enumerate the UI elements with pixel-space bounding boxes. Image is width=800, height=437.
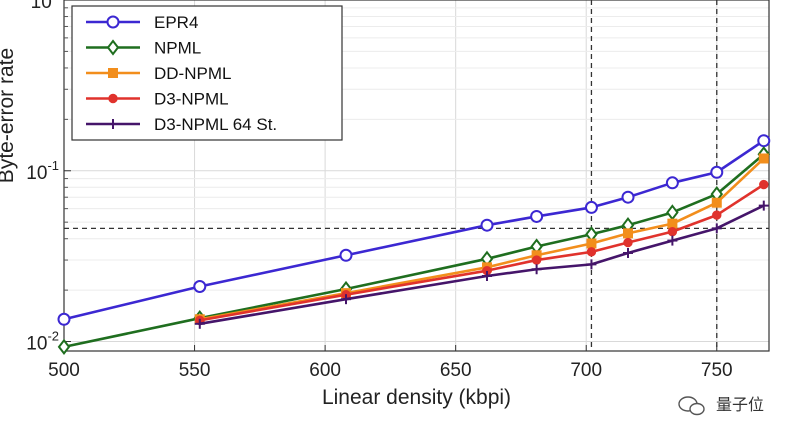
y-tick-label: 10-2 — [26, 329, 59, 355]
data-point — [623, 228, 633, 239]
data-point — [667, 226, 678, 237]
data-point — [341, 294, 351, 305]
data-point — [108, 68, 118, 78]
watermark: 量子位 — [678, 395, 764, 416]
y-tick-exponent: -1 — [47, 158, 59, 173]
data-point — [621, 190, 635, 204]
data-point — [712, 210, 722, 220]
data-point — [339, 248, 353, 262]
data-point — [710, 165, 724, 179]
data-point — [758, 153, 769, 164]
series-epr4 — [57, 134, 771, 326]
legend-entry: D3-NPML 64 St. — [86, 115, 277, 134]
y-axis-label: Byte-error rate — [0, 48, 18, 183]
series-d3-npml-64-st — [194, 200, 769, 329]
series — [57, 134, 771, 356]
y-tick-label: 10-1 — [26, 158, 59, 184]
data-point — [586, 259, 597, 270]
data-point — [194, 318, 205, 329]
watermark-text: 量子位 — [716, 395, 764, 414]
data-point — [108, 119, 118, 129]
data-point — [623, 237, 633, 248]
data-point — [480, 218, 494, 232]
data-point — [57, 338, 71, 356]
data-point — [711, 197, 722, 208]
y-tick-exponent: 0 — [52, 0, 59, 2]
data-point — [108, 93, 118, 104]
data-point — [667, 218, 678, 229]
legend: EPR4 NPML DD-NPML D3-NPML D3-NPML 64 St. — [71, 5, 343, 141]
x-tick-label: 600 — [309, 360, 341, 381]
data-point — [623, 247, 633, 258]
data-point — [665, 176, 679, 190]
legend-label: D3-NPML — [154, 90, 229, 109]
data-point — [530, 209, 544, 223]
legend-label: NPML — [154, 39, 201, 58]
legend-label: D3-NPML 64 St. — [154, 115, 277, 134]
data-point — [482, 270, 492, 281]
x-tick-label: 500 — [48, 360, 80, 381]
data-point — [666, 204, 679, 221]
data-point — [759, 179, 769, 190]
y-tick-base: 10 — [26, 334, 47, 355]
series-line — [63, 153, 765, 349]
x-tick-label: 750 — [701, 360, 733, 381]
legend-label: EPR4 — [154, 13, 198, 32]
y-tick-label: 100 — [31, 0, 59, 13]
x-tick-label: 700 — [570, 360, 602, 381]
plot-frame — [63, 0, 770, 352]
y-tick-base: 10 — [31, 0, 52, 13]
data-point — [57, 312, 71, 326]
data-point — [586, 247, 597, 257]
y-tick-exponent: -2 — [47, 329, 59, 344]
series-line — [63, 139, 765, 321]
legend-entry: NPML — [86, 39, 201, 58]
legend-entry: D3-NPML — [86, 90, 229, 109]
data-point — [757, 134, 771, 148]
data-point — [531, 264, 542, 275]
legend-entry: DD-NPML — [86, 64, 231, 83]
data-point — [586, 238, 597, 249]
data-point — [106, 15, 120, 29]
x-tick-label: 650 — [440, 360, 472, 381]
series-d3-npml — [195, 179, 769, 326]
data-point — [584, 200, 598, 214]
data-point — [106, 39, 120, 56]
data-point — [193, 279, 207, 293]
wechat-icon — [678, 396, 705, 416]
legend-label: DD-NPML — [154, 64, 231, 83]
data-point — [531, 255, 542, 265]
data-point — [711, 223, 722, 234]
x-axis-label: Linear density (kbpi) — [322, 386, 511, 409]
data-point — [667, 235, 678, 246]
x-tick-label: 550 — [179, 360, 211, 381]
legend-entry: EPR4 — [86, 13, 198, 32]
y-tick-base: 10 — [26, 163, 47, 184]
data-point — [758, 200, 769, 211]
